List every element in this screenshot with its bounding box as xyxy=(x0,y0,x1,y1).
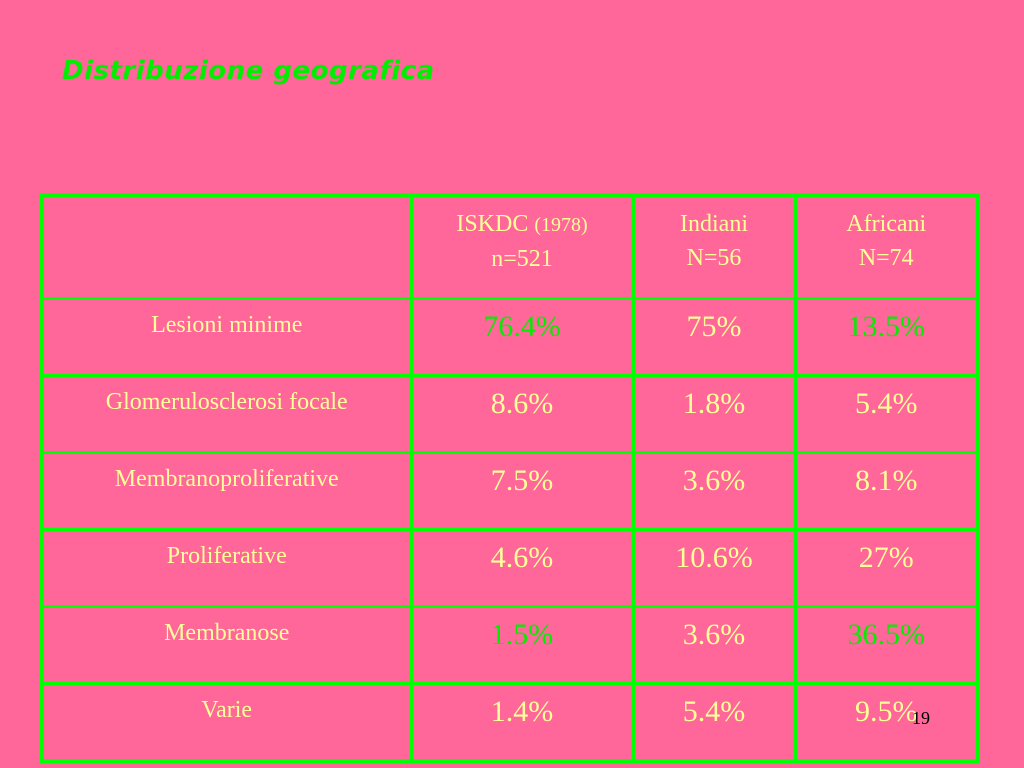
table-cell: 3.6% xyxy=(631,605,797,685)
table-cell: 75% xyxy=(631,297,797,377)
table-row: Glomerulosclerosi focale 8.6% 1.8% 5.4% xyxy=(40,374,980,454)
table-cell: 10.6% xyxy=(631,528,797,608)
table-row: Membranose 1.5% 3.6% 36.5% xyxy=(40,605,980,685)
table-cell: 4.6% xyxy=(409,528,635,608)
page-number: 19 xyxy=(912,708,930,728)
row-label: Lesioni minime xyxy=(40,297,413,377)
row-label: Varie xyxy=(40,682,413,763)
header-sublabel: n=521 xyxy=(491,246,553,272)
header-label: Africani xyxy=(846,211,927,237)
table-cell: 7.5% xyxy=(409,451,635,531)
table-cell: 76.4% xyxy=(409,297,635,377)
table-cell: 3.6% xyxy=(631,451,797,531)
header-cell: ISKDC (1978) n=521 xyxy=(409,193,635,300)
table-cell: 5.4% xyxy=(793,374,980,454)
table-header-row: ISKDC (1978) n=521 Indiani N=56 Africani… xyxy=(40,193,980,300)
table-cell: 36.5% xyxy=(793,605,980,685)
data-table: ISKDC (1978) n=521 Indiani N=56 Africani… xyxy=(40,193,980,763)
header-label: ISKDC xyxy=(456,211,529,237)
header-sublabel: N=74 xyxy=(858,245,914,271)
table-cell: 8.1% xyxy=(793,451,980,531)
row-label: Membranoproliferative xyxy=(40,451,413,531)
header-empty-cell xyxy=(40,193,413,300)
table-cell: 1.5% xyxy=(409,605,635,685)
slide-title: Distribuzione geografica xyxy=(62,56,435,86)
table-cell: 1.4% xyxy=(409,682,635,763)
table-cell: 27% xyxy=(793,528,980,608)
row-label: Glomerulosclerosi focale xyxy=(40,374,413,454)
table-row: Lesioni minime 76.4% 75% 13.5% xyxy=(40,297,980,377)
table-row: Proliferative 4.6% 10.6% 27% xyxy=(40,528,980,608)
header-label: Indiani xyxy=(680,211,748,237)
table-cell: 13.5% xyxy=(793,297,980,377)
header-cell: Indiani N=56 xyxy=(631,193,797,300)
row-label: Proliferative xyxy=(40,528,413,608)
table-cell: 8.6% xyxy=(409,374,635,454)
table-row: Membranoproliferative 7.5% 3.6% 8.1% xyxy=(40,451,980,531)
header-sublabel: N=56 xyxy=(686,245,742,271)
table-row: Varie 1.4% 5.4% 9.5% xyxy=(40,682,980,763)
header-label-extra: (1978) xyxy=(534,214,588,236)
table-cell: 9.5% xyxy=(793,682,980,763)
table-cell: 1.8% xyxy=(631,374,797,454)
row-label: Membranose xyxy=(40,605,413,685)
header-cell: Africani N=74 xyxy=(793,193,980,300)
table-cell: 5.4% xyxy=(631,682,797,763)
